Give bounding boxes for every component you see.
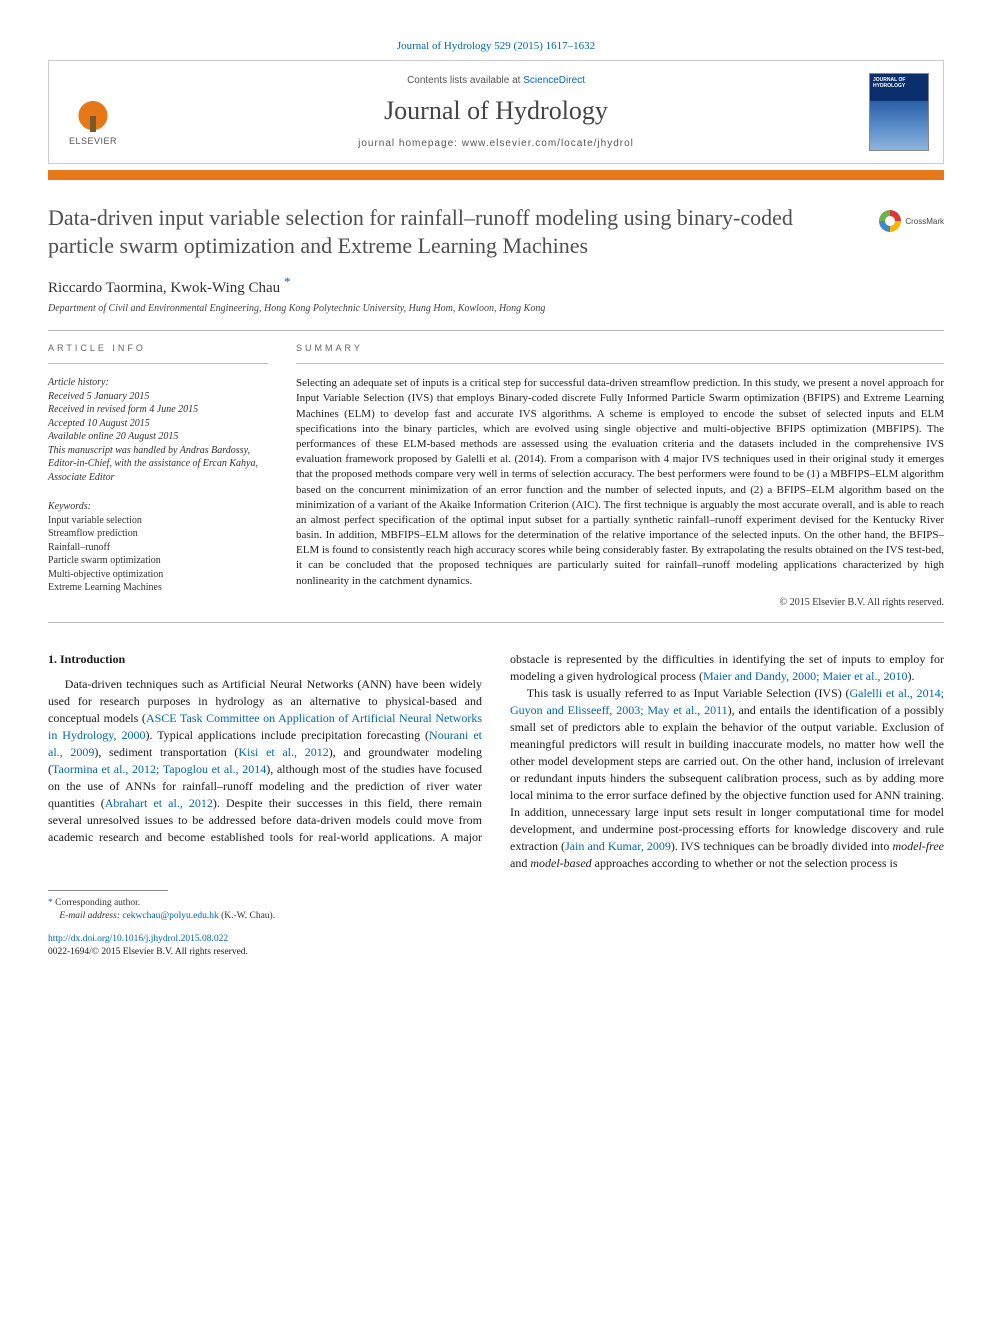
title-row: Data-driven input variable selection for… bbox=[48, 204, 944, 260]
intro-heading: 1. Introduction bbox=[48, 651, 482, 668]
body-text: 1. Introduction Data-driven techniques s… bbox=[48, 651, 944, 872]
footnotes: * Corresponding author. E-mail address: … bbox=[48, 897, 944, 923]
citation-line: Journal of Hydrology 529 (2015) 1617–163… bbox=[48, 40, 944, 52]
copyright-line: © 2015 Elsevier B.V. All rights reserved… bbox=[296, 597, 944, 608]
ref-link[interactable]: Maier and Dandy, 2000; Maier et al., 201… bbox=[703, 669, 908, 683]
corresponding-footnote: * Corresponding author. bbox=[48, 897, 944, 910]
article-info-column: ARTICLE INFO Article history: Received 5… bbox=[48, 343, 268, 607]
header-center: Contents lists available at ScienceDirec… bbox=[137, 75, 855, 149]
footnote-separator bbox=[48, 890, 168, 891]
divider bbox=[48, 330, 944, 331]
publisher-name: ELSEVIER bbox=[69, 136, 117, 146]
summary-text: Selecting an adequate set of inputs is a… bbox=[296, 376, 944, 588]
email-label: E-mail address: bbox=[59, 911, 120, 921]
elsevier-logo: ELSEVIER bbox=[63, 78, 123, 146]
divider bbox=[48, 363, 268, 364]
corresponding-mark: * bbox=[284, 274, 291, 289]
article-info-label: ARTICLE INFO bbox=[48, 343, 268, 353]
text: ), and entails the identification of a p… bbox=[510, 703, 944, 853]
issn-copyright: 0022-1694/© 2015 Elsevier B.V. All right… bbox=[48, 946, 944, 959]
intro-p3: This task is usually referred to as Inpu… bbox=[510, 685, 944, 872]
affiliation: Department of Civil and Environmental En… bbox=[48, 303, 944, 314]
keyword: Particle swarm optimization bbox=[48, 554, 268, 568]
ref-link[interactable]: Jain and Kumar, 2009 bbox=[565, 839, 671, 853]
sciencedirect-link[interactable]: ScienceDirect bbox=[523, 75, 585, 86]
history-revised: Received in revised form 4 June 2015 bbox=[48, 403, 268, 417]
email-footnote: E-mail address: cekwchau@polyu.edu.hk (K… bbox=[48, 910, 944, 923]
ref-link[interactable]: Kisi et al., 2012 bbox=[238, 745, 328, 759]
article-title: Data-driven input variable selection for… bbox=[48, 204, 863, 260]
keyword: Extreme Learning Machines bbox=[48, 581, 268, 595]
journal-header: ELSEVIER Contents lists available at Sci… bbox=[48, 60, 944, 164]
keywords: Keywords: Input variable selection Strea… bbox=[48, 500, 268, 595]
history-online: Available online 20 August 2015 bbox=[48, 430, 268, 444]
article-history: Article history: Received 5 January 2015… bbox=[48, 376, 268, 484]
text: ). Typical applications include precipit… bbox=[145, 728, 429, 742]
homepage-prefix: journal homepage: bbox=[358, 138, 462, 149]
keyword: Input variable selection bbox=[48, 514, 268, 528]
contents-prefix: Contents lists available at bbox=[407, 75, 523, 86]
crossmark-icon bbox=[879, 210, 901, 232]
journal-name: Journal of Hydrology bbox=[137, 96, 855, 126]
page: Journal of Hydrology 529 (2015) 1617–163… bbox=[0, 0, 992, 998]
text: ), sediment transportation ( bbox=[94, 745, 238, 759]
summary-column: SUMMARY Selecting an adequate set of inp… bbox=[296, 343, 944, 607]
keyword: Multi-objective optimization bbox=[48, 568, 268, 582]
text: This task is usually referred to as Inpu… bbox=[527, 686, 850, 700]
doi-block: http://dx.doi.org/10.1016/j.jhydrol.2015… bbox=[48, 933, 944, 959]
crossmark-badge[interactable]: CrossMark bbox=[879, 210, 944, 232]
italic-term: model-free bbox=[892, 839, 944, 853]
email-who: (K.-W. Chau). bbox=[219, 911, 275, 921]
divider bbox=[48, 622, 944, 623]
author-names: Riccardo Taormina, Kwok-Wing Chau bbox=[48, 280, 280, 296]
history-editor: This manuscript was handled by Andras Ba… bbox=[48, 444, 268, 485]
journal-cover-thumbnail bbox=[869, 73, 929, 151]
text: approaches according to whether or not t… bbox=[592, 856, 898, 870]
contents-available: Contents lists available at ScienceDirec… bbox=[137, 75, 855, 86]
ref-link[interactable]: Abrahart et al., 2012 bbox=[105, 796, 213, 810]
crossmark-label: CrossMark bbox=[905, 217, 944, 226]
keyword: Rainfall–runoff bbox=[48, 541, 268, 555]
ref-link[interactable]: Taormina et al., 2012; Tapoglou et al., … bbox=[52, 762, 266, 776]
accent-bar bbox=[48, 170, 944, 180]
text: ). IVS techniques can be broadly divided… bbox=[671, 839, 893, 853]
info-row: ARTICLE INFO Article history: Received 5… bbox=[48, 343, 944, 607]
text: and bbox=[510, 856, 530, 870]
corresponding-text: Corresponding author. bbox=[55, 898, 140, 908]
italic-term: model-based bbox=[530, 856, 591, 870]
text: ). bbox=[907, 669, 914, 683]
keyword: Streamflow prediction bbox=[48, 527, 268, 541]
summary-label: SUMMARY bbox=[296, 343, 944, 353]
history-received: Received 5 January 2015 bbox=[48, 390, 268, 404]
keywords-heading: Keywords: bbox=[48, 500, 268, 514]
history-heading: Article history: bbox=[48, 376, 268, 390]
elsevier-tree-icon bbox=[70, 88, 116, 134]
doi-link[interactable]: http://dx.doi.org/10.1016/j.jhydrol.2015… bbox=[48, 934, 228, 944]
email-link[interactable]: cekwchau@polyu.edu.hk bbox=[122, 911, 218, 921]
journal-homepage: journal homepage: www.elsevier.com/locat… bbox=[137, 138, 855, 149]
history-accepted: Accepted 10 August 2015 bbox=[48, 417, 268, 431]
authors: Riccardo Taormina, Kwok-Wing Chau * bbox=[48, 274, 944, 297]
homepage-url[interactable]: www.elsevier.com/locate/jhydrol bbox=[462, 138, 634, 149]
divider bbox=[296, 363, 944, 364]
star-icon: * bbox=[48, 898, 53, 908]
